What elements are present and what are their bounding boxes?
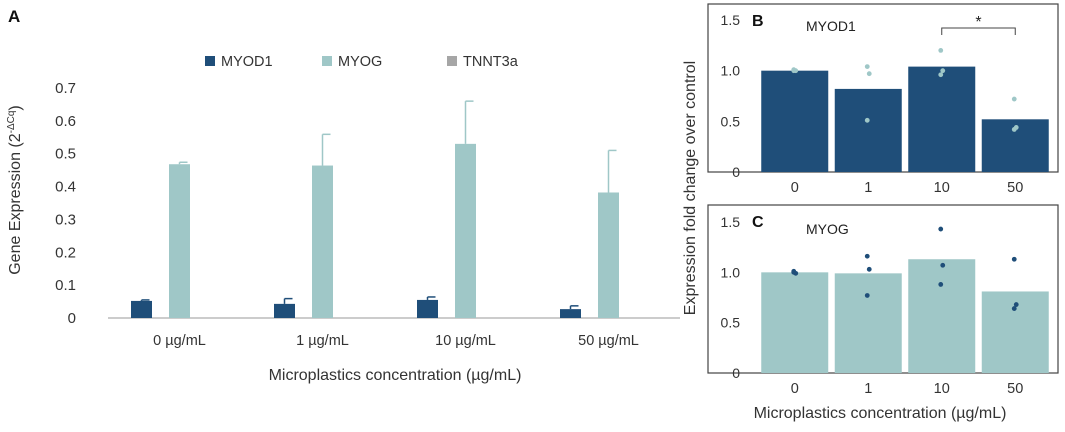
panel-b-bar (908, 66, 976, 172)
panel-b-letter: B (752, 13, 764, 30)
panel-b-y-tick-label: 0.5 (721, 113, 741, 129)
panel-a-bar-myod1 (560, 309, 581, 318)
panel-a-y-tick-label: 0 (68, 310, 76, 327)
panel-b-x-tick-label: 1 (864, 180, 872, 196)
panel-a-y-tick-label: 0.7 (55, 80, 76, 97)
panel-b-significance-bracket (941, 27, 1016, 35)
panel-a-bar-myod1 (131, 300, 152, 318)
legend-swatch-myog (322, 56, 332, 66)
panel-a-x-tick-label: 10 µg/mL (435, 333, 496, 349)
panel-b-data-point (864, 117, 870, 123)
legend-swatch-myod1 (205, 56, 215, 66)
panel-b-y-tick-label: 1.5 (721, 12, 741, 28)
panel-a-bar-myod1 (274, 303, 295, 318)
panel-b-data-point (938, 72, 944, 78)
legend-label-myod1: MYOD1 (221, 54, 273, 70)
panel-c-bar (761, 272, 829, 373)
legend-label-myog: MYOG (338, 54, 382, 70)
panel-a-y-axis-label: Gene Expression (2-ΔCq) (6, 105, 24, 275)
panel-c-letter: C (752, 214, 764, 231)
panel-c-y-tick-label: 1.5 (721, 214, 741, 230)
panel-c-x-tick-label: 1 (864, 381, 872, 397)
panels-bc-x-axis-label: Microplastics concentration (µg/mL) (754, 405, 1007, 422)
panel-c-data-point (940, 262, 946, 268)
panel-c-bar (834, 273, 902, 373)
legend-label-tnnt3a: TNNT3a (463, 54, 519, 70)
panel-a-y-tick-label: 0.6 (55, 113, 76, 130)
panel-c-data-point (938, 282, 944, 287)
panel-a-y-tick-label: 0.5 (55, 146, 76, 163)
panels-bc-y-axis-label: Expression fold change over control (682, 61, 699, 315)
panel-a-legend: MYOD1 MYOG TNNT3a (205, 54, 519, 70)
panel-a-bar-myog (455, 143, 476, 318)
panel-b-data-point (1011, 96, 1017, 102)
panel-a-bar-myog (169, 164, 190, 318)
legend-swatch-tnnt3a (447, 56, 457, 66)
panel-c-data-point (1011, 256, 1017, 262)
panel-a-bar-myog (312, 165, 333, 318)
panel-c-title: MYOG (806, 221, 849, 237)
panel-b: B MYOD1 0 0.5 1.0 1.5 0 1 10 50 * (707, 3, 1059, 196)
panel-b-data-point (791, 67, 797, 73)
panel-c-data-point (938, 226, 944, 232)
panel-a-axes: 0 0.1 0.2 0.3 0.4 0.5 0.6 0.7 0 µg/mL 1 µg/mL 10 µ… (55, 80, 680, 349)
panel-a-x-tick-label: 50 µg/mL (578, 333, 639, 349)
panel-b-data-point (866, 71, 872, 77)
panel-c-data-point (866, 266, 872, 272)
panel-b-title: MYOD1 (806, 18, 856, 34)
panel-c-x-tick-label: 10 (934, 381, 950, 397)
panel-a-bar-myog (598, 192, 619, 318)
panel-b-bar (834, 88, 902, 172)
panel-c-x-tick-label: 0 (791, 381, 799, 397)
panel-c: C MYOG 0 0.5 1.0 1.5 0 1 10 50 (707, 204, 1059, 397)
panel-a-y-tick-label: 0.1 (55, 277, 76, 294)
panel-a-y-tick-label: 0.4 (55, 179, 76, 196)
panel-a: A Gene Expression (2-ΔCq) Microplastics … (6, 7, 680, 384)
panel-a-y-tick-label: 0.3 (55, 211, 76, 228)
panel-c-x-tick-label: 50 (1007, 381, 1023, 397)
panel-c-data-point (864, 293, 870, 298)
panel-b-data-point (940, 68, 946, 74)
panel-b-y-tick-label: 1.0 (721, 63, 741, 79)
panel-b-axes: 0 0.5 1.0 1.5 0 1 10 50 (721, 12, 1024, 196)
panel-a-x-axis-label: Microplastics concentration (µg/mL) (269, 367, 522, 384)
panel-c-data-point (864, 253, 870, 259)
panel-b-bar (761, 70, 829, 172)
panel-b-bars: * (761, 14, 1049, 172)
panel-c-data-point (1013, 302, 1019, 307)
panel-a-x-tick-label: 1 µg/mL (296, 333, 349, 349)
panel-c-y-tick-label: 1.0 (721, 264, 741, 280)
panel-b-x-tick-label: 10 (934, 180, 950, 196)
panel-a-bar-myod1 (417, 299, 438, 318)
panel-c-data-point (1011, 306, 1017, 311)
panel-b-data-point (938, 48, 944, 53)
panel-b-y-tick-label: 0 (732, 164, 740, 180)
panel-c-data-point (791, 268, 797, 274)
panel-b-data-point (1011, 127, 1017, 132)
panel-c-bars (761, 226, 1049, 373)
panel-c-y-tick-label: 0 (732, 365, 740, 381)
panel-c-axes: 0 0.5 1.0 1.5 0 1 10 50 (721, 214, 1024, 397)
panel-b-x-tick-label: 50 (1007, 180, 1023, 196)
panel-a-letter: A (8, 7, 20, 26)
panel-a-bars (131, 100, 619, 318)
panel-c-y-tick-label: 0.5 (721, 315, 741, 331)
panel-b-significance-marker: * (975, 14, 981, 31)
panel-b-data-point (864, 64, 870, 70)
panel-b-x-tick-label: 0 (791, 180, 799, 196)
panel-a-y-tick-label: 0.2 (55, 244, 76, 261)
panel-c-bar (908, 259, 976, 373)
panel-a-x-tick-label: 0 µg/mL (153, 333, 206, 349)
